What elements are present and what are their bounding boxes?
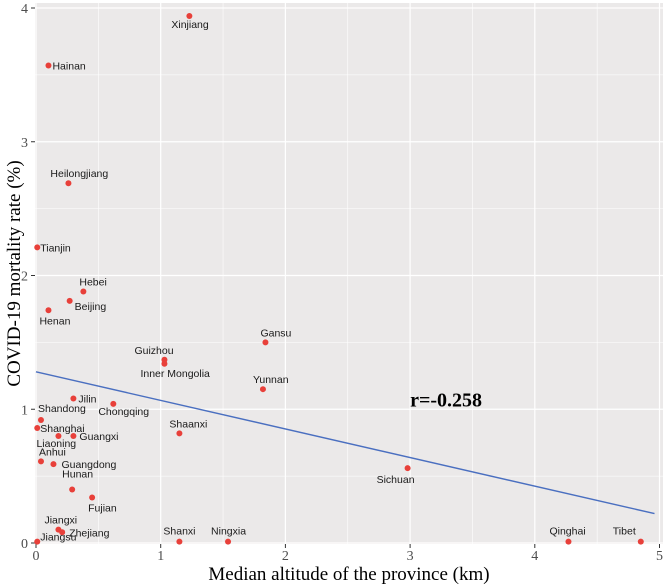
correlation-annotation: r=-0.258	[410, 390, 482, 412]
y-tick-label: 3	[21, 136, 28, 151]
label-guangxi: Guangxi	[79, 431, 118, 443]
label-jilin: Jilin	[78, 394, 96, 406]
point-shanghai	[34, 424, 41, 431]
point-guangdong	[50, 461, 57, 468]
point-qinghai	[565, 538, 572, 545]
label-fujian: Fujian	[88, 503, 117, 515]
label-gansu: Gansu	[260, 327, 291, 339]
point-heilongjiang	[65, 180, 72, 187]
label-ningxia: Ningxia	[211, 526, 246, 538]
point-guangxi	[70, 433, 77, 439]
label-heilongjiang: Heilongjiang	[50, 168, 108, 180]
label-shanghai: Shanghai	[40, 423, 84, 435]
point-anhui	[37, 458, 44, 465]
label-shandong: Shandong	[38, 403, 86, 415]
x-tick-label: 2	[282, 549, 289, 564]
point-fujian	[89, 494, 96, 501]
point-sichuan	[404, 465, 411, 472]
point-hebei	[80, 288, 87, 295]
point-tianjin	[34, 244, 41, 251]
label-henan: Henan	[39, 315, 70, 327]
y-tick-label: 1	[21, 403, 28, 418]
label-beijing: Beijing	[75, 301, 107, 313]
point-jiangsu	[34, 538, 41, 545]
point-yunnan	[259, 386, 266, 393]
point-liaoning	[55, 433, 62, 439]
plot-panel	[35, 3, 663, 544]
x-tick-label: 3	[407, 549, 414, 564]
x-tick-label: 5	[656, 549, 663, 564]
point-hainan	[45, 62, 52, 69]
label-qinghai: Qinghai	[549, 526, 585, 538]
x-tick-label: 0	[33, 549, 40, 564]
grid-lines	[35, 3, 663, 544]
label-hainan: Hainan	[52, 61, 85, 73]
label-tianjin: Tianjin	[40, 242, 71, 254]
label-shaanxi: Shaanxi	[169, 418, 207, 430]
point-shandong	[37, 416, 44, 423]
point-labels: Xinjiang Hainan Heilongjiang Tianjin Hebei Be…	[36, 19, 635, 544]
label-liaoning: Liaoning	[36, 438, 76, 450]
label-shanxi: Shanxi	[163, 526, 195, 538]
label-sichuan: Sichuan	[377, 474, 415, 486]
label-inner-mongolia: Inner Mongolia	[140, 368, 210, 380]
point-hunan	[69, 486, 76, 493]
axes: 0 1 2 3 4 5 0 1 2 3 4	[21, 2, 663, 564]
point-tibet	[637, 538, 644, 545]
y-tick-label: 0	[21, 537, 28, 552]
label-guangdong: Guangdong	[61, 459, 116, 471]
point-chongqing	[110, 400, 117, 407]
label-zhejiang: Zhejiang	[69, 527, 109, 539]
point-jilin	[70, 395, 77, 402]
point-gansu	[262, 339, 269, 346]
label-guizhou: Guizhou	[134, 345, 173, 357]
regression-line	[35, 371, 655, 515]
label-jiangsu: Jiangsu	[40, 532, 76, 544]
point-shanxi	[176, 538, 183, 545]
label-jiangxi: Jiangxi	[44, 515, 77, 527]
y-tick-label: 2	[21, 270, 28, 285]
label-tibet: Tibet	[613, 526, 636, 538]
x-tick-label: 4	[531, 549, 538, 564]
y-axis-title: COVID-19 mortality rate (%)	[4, 160, 25, 386]
point-henan	[45, 307, 52, 314]
label-chongqing: Chongqing	[98, 406, 149, 418]
x-tick-label: 1	[157, 549, 164, 564]
label-anhui: Anhui	[39, 446, 66, 458]
point-shaanxi	[176, 430, 183, 437]
point-xinjiang	[186, 13, 193, 20]
point-inner-mongolia	[161, 360, 168, 367]
point-zhejiang	[59, 529, 66, 536]
data-points	[34, 13, 644, 545]
point-ningxia	[225, 538, 232, 545]
x-axis-title: Median altitude of the province (km)	[208, 564, 489, 585]
y-tick-label: 4	[21, 2, 28, 17]
point-beijing	[66, 297, 73, 304]
label-hunan: Hunan	[62, 469, 93, 481]
trend-line-group	[35, 371, 655, 515]
label-yunnan: Yunnan	[253, 374, 289, 386]
label-xinjiang: Xinjiang	[171, 19, 209, 31]
label-hebei: Hebei	[79, 277, 106, 289]
